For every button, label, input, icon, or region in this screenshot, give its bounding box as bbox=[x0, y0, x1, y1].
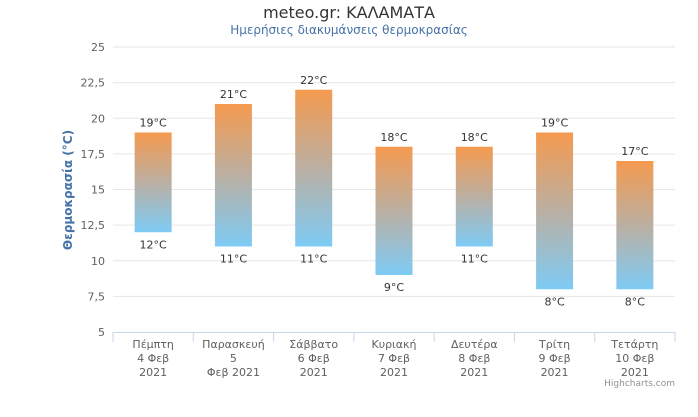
high-value-label: 18°C bbox=[461, 131, 488, 144]
y-axis-label: Θερμοκρασία (°C) bbox=[61, 130, 75, 250]
x-tick-label: Σάββατο 6 Φεβ 2021 bbox=[289, 338, 338, 379]
x-tick-label: Πέμπτη 4 Φεβ 2021 bbox=[132, 338, 173, 379]
data-labels: 19°C 12°C 21°C 11°C 22°C 11°C 18°C 9°C 18°C 11°C 1… bbox=[140, 74, 649, 309]
low-value-label: 12°C bbox=[140, 238, 167, 251]
chart-subtitle: Ημερήσιες διακυμάνσεις θερμοκρασίας bbox=[230, 23, 468, 37]
high-value-label: 18°C bbox=[380, 131, 407, 144]
high-value-label: 17°C bbox=[621, 145, 648, 158]
temperature-bar[interactable] bbox=[214, 104, 252, 247]
low-value-label: 9°C bbox=[384, 281, 404, 294]
low-value-label: 11°C bbox=[461, 253, 488, 266]
low-value-label: 8°C bbox=[625, 295, 645, 308]
x-tick-label: Κυριακή 7 Φεβ 2021 bbox=[372, 338, 417, 379]
credits-link[interactable]: Highcharts.com bbox=[604, 379, 675, 389]
temperature-bar[interactable] bbox=[455, 146, 493, 247]
y-tick-label: 5 bbox=[98, 326, 105, 339]
temperature-bar[interactable] bbox=[375, 146, 413, 275]
y-axis-ticks: 5 7,5 10 12,5 15 17,5 20 22,5 25 bbox=[81, 41, 106, 339]
high-value-label: 19°C bbox=[541, 117, 568, 130]
x-tick-label: Παρασκευή 5 Φεβ 2021 bbox=[202, 338, 265, 379]
y-tick-label: 15 bbox=[91, 184, 105, 197]
temperature-bar[interactable] bbox=[616, 161, 654, 290]
x-tick-label: Δευτέρα 8 Φεβ 2021 bbox=[451, 338, 498, 379]
chart-title: meteo.gr: ΚΑΛΑΜΑΤΑ bbox=[263, 3, 435, 22]
high-value-label: 22°C bbox=[300, 74, 327, 87]
high-value-label: 21°C bbox=[220, 88, 247, 101]
temperature-bar[interactable] bbox=[536, 132, 574, 290]
temperature-bar[interactable] bbox=[134, 132, 172, 233]
low-value-label: 8°C bbox=[544, 295, 564, 308]
x-tick-label: Τρίτη 9 Φεβ 2021 bbox=[538, 338, 571, 379]
high-value-label: 19°C bbox=[140, 117, 167, 130]
x-tick-label: Τετάρτη 10 Φεβ 2021 bbox=[610, 338, 658, 379]
temperature-bar[interactable] bbox=[295, 89, 333, 247]
y-tick-label: 25 bbox=[91, 41, 105, 54]
y-tick-label: 17,5 bbox=[81, 148, 106, 161]
x-axis-ticks: Πέμπτη 4 Φεβ 2021 Παρασκευή 5 Φεβ 2021 Σάββατο… bbox=[112, 332, 676, 379]
bars bbox=[134, 89, 654, 290]
y-tick-label: 20 bbox=[91, 112, 105, 125]
y-tick-label: 7,5 bbox=[88, 290, 106, 303]
y-tick-label: 12,5 bbox=[81, 219, 106, 232]
low-value-label: 11°C bbox=[300, 253, 327, 266]
y-tick-label: 10 bbox=[91, 255, 105, 268]
y-tick-label: 22,5 bbox=[81, 77, 106, 90]
low-value-label: 11°C bbox=[220, 253, 247, 266]
